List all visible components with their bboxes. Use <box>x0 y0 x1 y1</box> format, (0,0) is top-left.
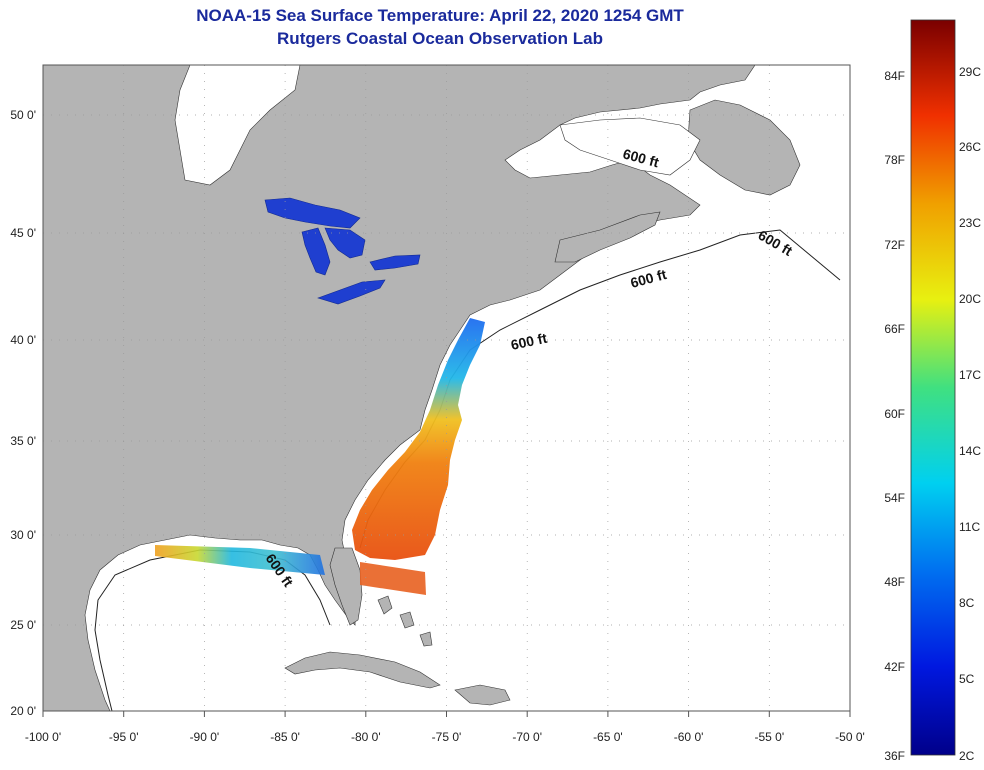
colorbar <box>910 19 956 756</box>
colorbar-c-label: 14C <box>959 444 981 458</box>
lon-tick-label: -60 0' <box>674 730 704 744</box>
colorbar-f-label: 36F <box>884 749 905 763</box>
colorbar-f-label: 60F <box>884 407 905 421</box>
colorbar-c-label: 5C <box>959 672 975 686</box>
lake-michigan <box>301 227 331 276</box>
colorbar-c-label: 29C <box>959 65 981 79</box>
hudson-bay <box>174 64 301 186</box>
lon-tick-label: -50 0' <box>835 730 865 744</box>
colorbar-fahrenheit-labels: 84F 78F 72F 66F 60F 54F 48F 42F 36F <box>884 69 905 763</box>
lon-tick-label: -95 0' <box>109 730 139 744</box>
colorbar-c-label: 17C <box>959 368 981 382</box>
lat-tick-label: 40 0' <box>10 333 36 347</box>
sst-swath-florida <box>360 562 426 595</box>
lon-tick-label: -80 0' <box>351 730 381 744</box>
colorbar-c-label: 26C <box>959 140 981 154</box>
land-hispaniola <box>454 684 511 706</box>
lake-huron <box>324 227 366 259</box>
colorbar-c-label: 23C <box>959 216 981 230</box>
land-newfoundland <box>687 99 801 196</box>
land-cuba <box>284 651 441 689</box>
map-title: NOAA-15 Sea Surface Temperature: April 2… <box>196 6 684 25</box>
land-florida <box>329 547 363 626</box>
longitude-axis: -100 0' -95 0' -90 0' -85 0' -80 0' -75 0' -70… <box>25 711 865 744</box>
lon-tick-label: -85 0' <box>270 730 300 744</box>
lon-tick-label: -70 0' <box>512 730 542 744</box>
colorbar-celsius-labels: 29C 26C 23C 20C 17C 14C 11C 8C 5C 2C <box>959 65 981 763</box>
contour-label-mid-atlantic: 600 ft <box>509 330 548 353</box>
colorbar-f-label: 84F <box>884 69 905 83</box>
land-nova-scotia <box>554 211 661 263</box>
colorbar-c-label: 20C <box>959 292 981 306</box>
lat-tick-label: 20 0' <box>10 704 36 718</box>
lon-tick-label: -90 0' <box>190 730 220 744</box>
lake-ontario <box>369 254 421 271</box>
land-bahamas <box>377 595 433 647</box>
lat-tick-label: 35 0' <box>10 434 36 448</box>
colorbar-f-label: 48F <box>884 575 905 589</box>
lon-tick-label: -65 0' <box>593 730 623 744</box>
map-grid <box>43 65 850 711</box>
colorbar-f-label: 78F <box>884 153 905 167</box>
lake-superior <box>264 197 361 229</box>
lon-tick-label: -100 0' <box>25 730 61 744</box>
land-north-america <box>42 64 756 712</box>
lat-tick-label: 45 0' <box>10 226 36 240</box>
lat-tick-label: 50 0' <box>10 108 36 122</box>
gulf-st-lawrence <box>559 117 701 176</box>
sst-swath-gulf <box>155 545 325 575</box>
colorbar-c-label: 2C <box>959 749 975 763</box>
sst-swath-east-coast <box>352 318 485 560</box>
lat-tick-label: 25 0' <box>10 618 36 632</box>
colorbar-c-label: 8C <box>959 596 975 610</box>
colorbar-f-label: 66F <box>884 322 905 336</box>
map-subtitle: Rutgers Coastal Ocean Observation Lab <box>277 29 603 48</box>
colorbar-c-label: 11C <box>959 520 980 534</box>
lon-tick-label: -75 0' <box>432 730 462 744</box>
lake-erie <box>317 279 386 305</box>
lat-tick-label: 30 0' <box>10 528 36 542</box>
latitude-axis: 20 0' 25 0' 30 0' 35 0' 40 0' 45 0' 50 0' <box>10 108 36 718</box>
colorbar-f-label: 72F <box>884 238 905 252</box>
lon-tick-label: -55 0' <box>754 730 784 744</box>
colorbar-f-label: 42F <box>884 660 905 674</box>
colorbar-f-label: 54F <box>884 491 905 505</box>
